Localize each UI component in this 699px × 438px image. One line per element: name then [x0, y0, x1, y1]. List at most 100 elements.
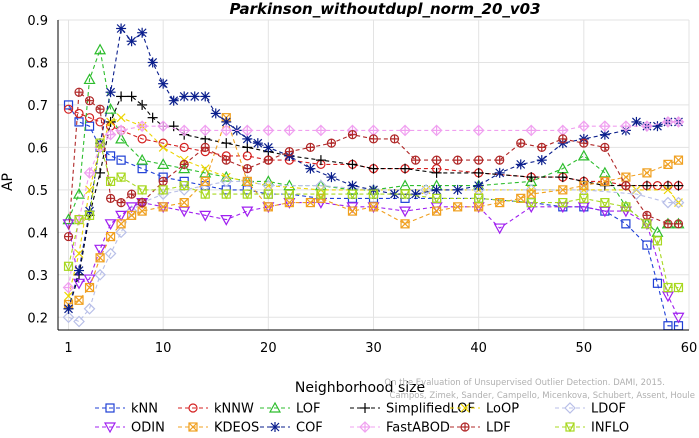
data-point-kdeos [158, 202, 168, 212]
data-point-lof [104, 102, 117, 114]
legend-marker-fastabod [359, 421, 371, 433]
data-point-ldf [495, 155, 505, 165]
data-point-cof [200, 91, 211, 102]
series-ldf [63, 87, 684, 242]
data-point-cof [179, 91, 190, 102]
data-point-loop [85, 185, 94, 195]
data-point-ldf [137, 198, 147, 208]
data-point-ldf [579, 138, 589, 148]
data-point-ldf [673, 219, 684, 229]
data-point-odin [199, 210, 212, 222]
series-line-inflo [67, 143, 679, 289]
data-point-fastabod [199, 124, 212, 137]
data-point-ldof [83, 302, 96, 315]
data-point-kdeos [74, 295, 84, 305]
data-point-ldf [74, 87, 84, 97]
data-point-lof [83, 73, 96, 85]
data-point-loop [116, 113, 126, 123]
legend-item-ldof: LDOF [555, 402, 626, 417]
data-point-cof [452, 184, 463, 195]
series-fastabod [62, 116, 685, 294]
data-point-fastabod [283, 124, 296, 137]
legend-item-cof: COF [260, 421, 323, 436]
data-point-ldf [263, 155, 273, 165]
legend-marker-simplifiedlof [360, 403, 370, 413]
data-point-cof [126, 36, 137, 47]
data-point-ldf [642, 210, 652, 220]
data-point-fastabod [62, 281, 75, 294]
data-point-simplifiedlof [147, 112, 158, 123]
data-point-inflo [400, 189, 410, 200]
data-point-fastabod [157, 120, 170, 133]
data-point-inflo [558, 198, 568, 208]
data-point-cof [74, 265, 85, 276]
data-point-knn [621, 219, 631, 229]
data-point-inflo [284, 189, 294, 200]
data-point-kdeos [673, 155, 684, 165]
data-point-fastabod [641, 120, 653, 133]
data-point-kdeos [600, 176, 610, 186]
legend-label-ldf: LDF [486, 421, 511, 435]
data-point-ldf [516, 138, 526, 148]
data-point-ldf [242, 164, 252, 174]
series-inflo [63, 138, 684, 293]
data-point-kdeos [400, 219, 410, 229]
data-point-cof [147, 57, 158, 68]
data-point-inflo [600, 198, 610, 208]
data-point-kdeos [179, 198, 189, 208]
data-point-simplifiedlof [95, 167, 106, 178]
data-point-odin [73, 278, 86, 290]
data-point-kdeos [558, 185, 568, 195]
data-point-ldof [104, 247, 117, 260]
data-point-lof [73, 187, 86, 199]
data-point-simplifiedlof [400, 163, 411, 174]
data-point-fastabod [662, 116, 674, 128]
watermark-line-1: On the Evaluation of Unsupervised Outlie… [384, 378, 665, 388]
legend-label-knn: kNN [131, 402, 158, 417]
data-point-simplifiedlof [557, 172, 568, 183]
data-point-inflo [347, 189, 358, 200]
data-point-kdeos [116, 219, 126, 229]
data-point-fastabod [577, 120, 590, 133]
data-point-ldof [672, 196, 685, 209]
data-point-inflo [158, 185, 168, 196]
series-line-fastabod [67, 121, 679, 288]
series-line-ldof [68, 180, 679, 323]
x-tick-label: 40 [470, 341, 487, 356]
legend-item-odin: ODIN [95, 421, 165, 436]
data-point-simplifiedlof [116, 91, 127, 102]
y-axis-label: AP [0, 173, 16, 191]
data-point-kdeos [663, 159, 673, 169]
series-kdeos [63, 113, 684, 310]
y-tick-label: 0.9 [27, 14, 48, 29]
data-point-inflo [63, 261, 74, 272]
x-tick-label: 1 [64, 341, 72, 356]
data-point-ldf [537, 142, 547, 152]
watermark-line-2: Campos, Zimek, Sander, Campello, Micenko… [389, 391, 695, 401]
x-axis-label: Neighborhood size [295, 380, 425, 396]
data-point-knn [116, 155, 126, 165]
legend-marker-lof [268, 401, 282, 413]
data-point-kdeos [642, 168, 652, 178]
data-point-fastabod [178, 124, 191, 137]
legend-item-fastabod: FastABOD [350, 421, 450, 436]
data-point-inflo [316, 189, 326, 200]
data-point-knnw [179, 142, 189, 152]
data-point-cof [158, 78, 169, 89]
data-point-fastabod [525, 124, 538, 137]
data-point-fastabod [430, 124, 443, 137]
data-point-ldf [432, 155, 442, 165]
data-point-odin [125, 202, 138, 214]
data-point-cof [105, 87, 116, 98]
legend-marker-kdeos [188, 422, 198, 432]
series-line-cof [67, 27, 679, 309]
data-point-ldof [662, 196, 674, 209]
data-point-ldof [73, 315, 85, 328]
data-point-ldf [95, 104, 105, 114]
data-point-knn [105, 151, 116, 161]
data-point-simplifiedlof [168, 121, 179, 132]
data-point-inflo [526, 198, 536, 208]
data-point-cof [263, 142, 274, 153]
data-point-simplifiedlof [673, 180, 684, 191]
